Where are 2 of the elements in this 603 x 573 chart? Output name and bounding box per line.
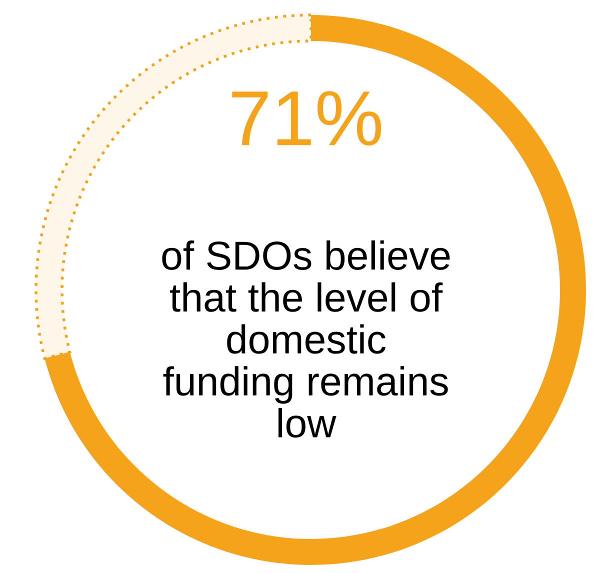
data-label: 71% [232,91,382,146]
text: of SDOs believe that the level of domestic funding remains low [162,240,450,438]
